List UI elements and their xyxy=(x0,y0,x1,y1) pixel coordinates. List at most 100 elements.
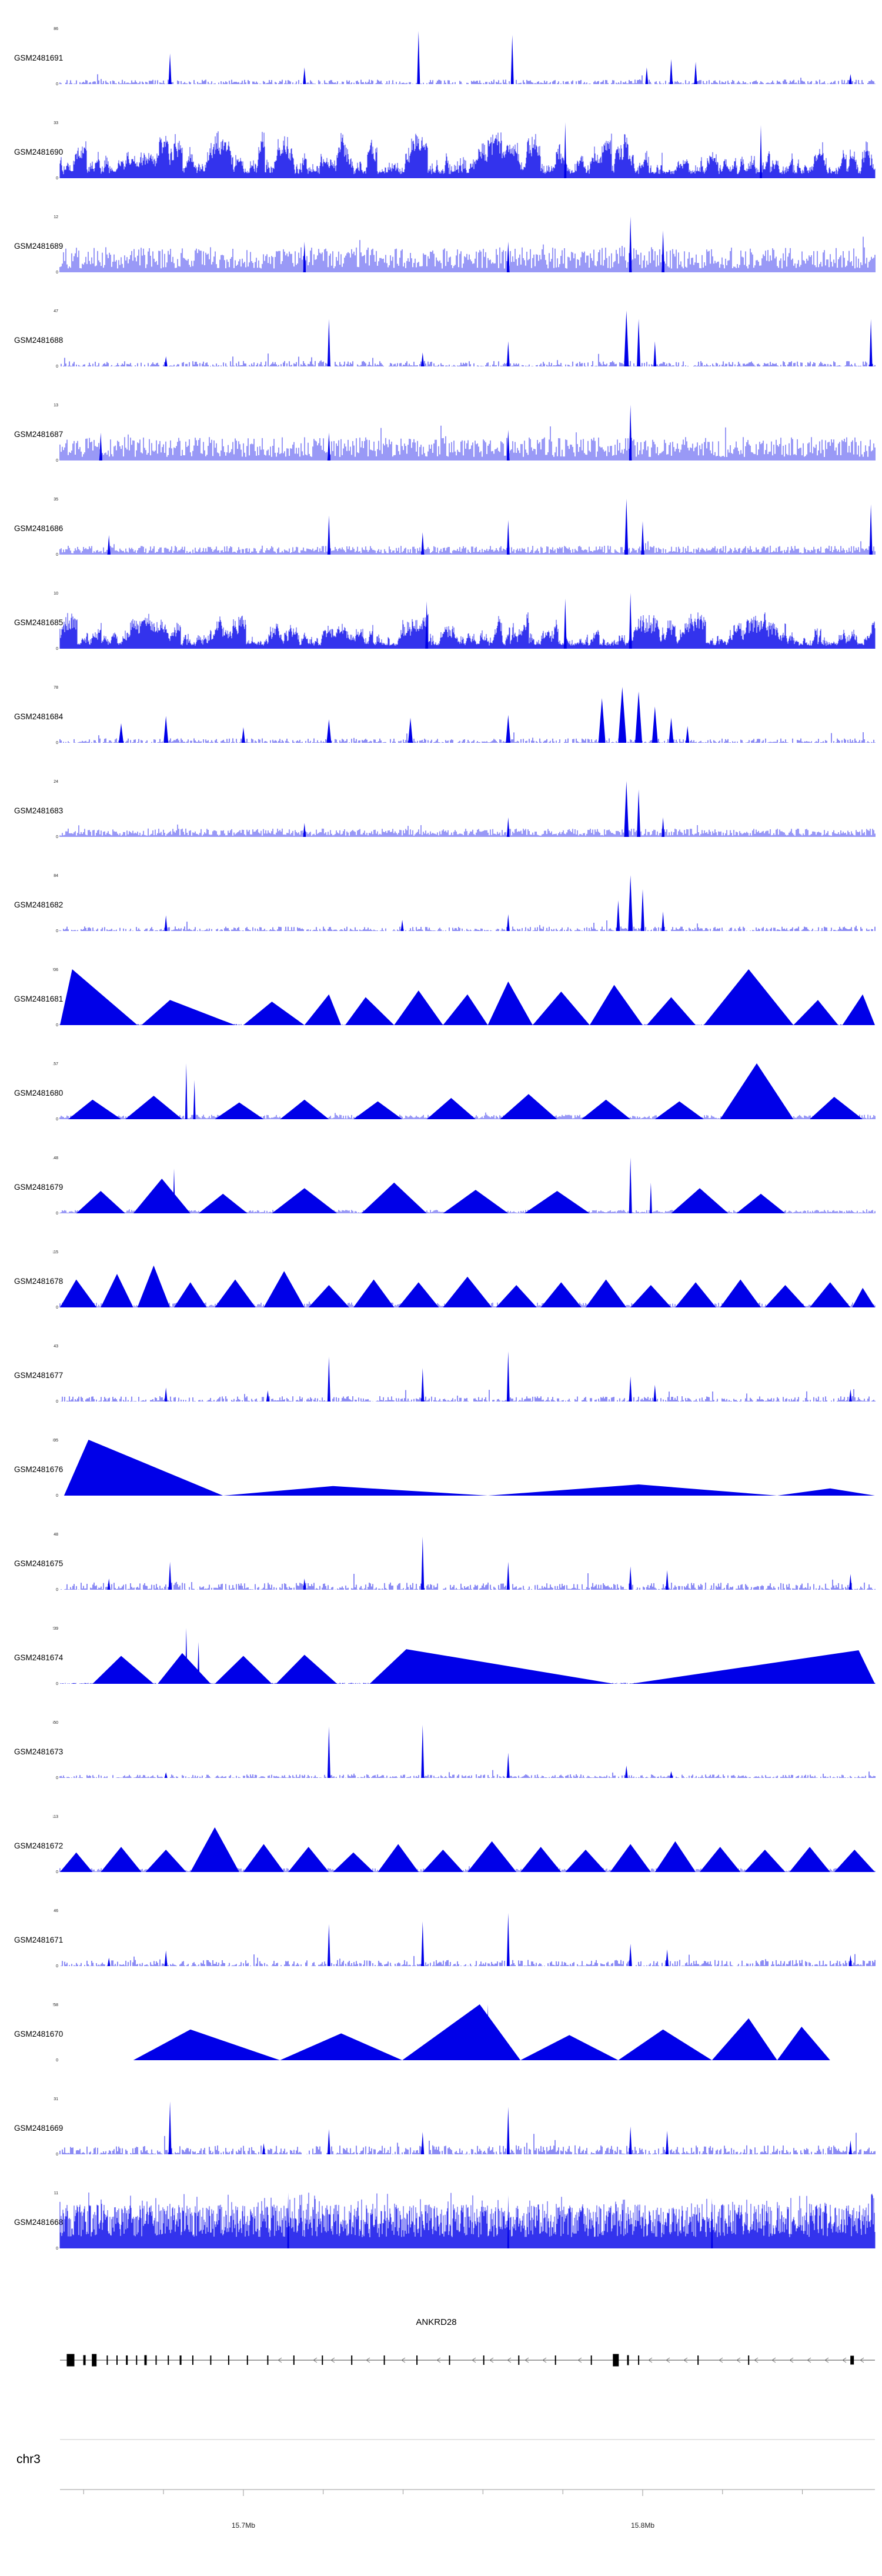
track-row: GSM2481683 24 0 xyxy=(0,763,882,857)
track-ymax-label: 115 xyxy=(53,1250,58,1254)
track-plot: 86 0 xyxy=(54,27,876,86)
gene-model: ANKRD28 xyxy=(60,2317,875,2367)
track-label: GSM2481678 xyxy=(14,1276,64,1286)
track-plot: 495 0 xyxy=(53,1439,875,1498)
track-label: GSM2481670 xyxy=(14,2029,64,2038)
signal-tracks: GSM2481691 86 0 GSM2481690 33 0 GSM2481689 12 0 G… xyxy=(0,27,882,2251)
track-plot: 239 0 xyxy=(53,1627,876,1686)
track-label: GSM2481668 xyxy=(14,2217,64,2227)
track-plot: 1570 xyxy=(53,1062,876,1122)
track-ymax-label: 239 xyxy=(53,1627,58,1631)
track-yzero-label: 0 xyxy=(56,835,58,839)
track-ymax-label: 78 xyxy=(54,686,58,690)
track-plot: 43 0 xyxy=(54,1344,876,1404)
track-ymax-label: 24 xyxy=(54,780,58,784)
track-row: GSM2481686 35 0 xyxy=(0,481,882,575)
track-ymax-label: 12 xyxy=(54,215,58,219)
track-row: GSM2481677 43 0 xyxy=(0,1328,882,1422)
track-row: GSM2481676 495 0 xyxy=(0,1422,882,1516)
track-row: GSM2481673 550 0 xyxy=(0,1704,882,1798)
track-label: GSM2481674 xyxy=(14,1653,64,1662)
track-yzero-label: 0 xyxy=(56,365,58,369)
track-label: GSM2481676 xyxy=(14,1464,64,1474)
track-label: GSM2481682 xyxy=(14,900,64,909)
track-ymax-label: 157 xyxy=(53,1062,58,1066)
track-label: GSM2481689 xyxy=(14,241,64,251)
track-ymax-label: 33 xyxy=(54,121,58,125)
track-label: GSM2481677 xyxy=(14,1370,64,1380)
track-yzero-label: 0 xyxy=(56,741,58,745)
track-plot: 24 0 xyxy=(54,780,876,839)
axis-tick-label: 15.7Mb xyxy=(232,2521,255,2530)
track-yzero-label: 0 xyxy=(56,1870,58,1874)
track-plot: 113 0 xyxy=(53,1815,876,1874)
track-label: GSM2481688 xyxy=(14,335,64,345)
track-row: GSM2481671 46 0 xyxy=(0,1893,882,1987)
track-ymax-label: 31 xyxy=(54,2097,58,2101)
track-row: GSM2481678 115 0 xyxy=(0,1234,882,1328)
track-label: GSM2481672 xyxy=(14,1841,64,1850)
track-label: GSM2481673 xyxy=(14,1747,64,1756)
track-yzero-label: 0 xyxy=(56,1964,58,1968)
track-plot: 46 0 xyxy=(54,1909,876,1968)
track-row: GSM2481669 31 0 xyxy=(0,2081,882,2175)
track-yzero-label: 0 xyxy=(56,1117,58,1122)
track-plot: 35 0 xyxy=(54,498,876,557)
track-ymax-label: 86 xyxy=(54,27,58,31)
track-ymax-label: 84 xyxy=(54,874,58,878)
chromosome-label: chr3 xyxy=(16,2452,41,2466)
gene-track: ANKRD28 xyxy=(0,2269,882,2387)
track-ymax-label: 148 xyxy=(53,1156,58,1160)
track-yzero-label: 0 xyxy=(56,2058,58,2063)
track-row: GSM2481675 48 0 xyxy=(0,1516,882,1610)
track-ymax-label: 206 xyxy=(53,968,58,972)
track-row: GSM2481689 12 0 xyxy=(0,199,882,293)
track-ymax-label: 10 xyxy=(54,592,58,596)
track-plot: 258 0 xyxy=(53,2003,830,2063)
track-ymax-label: 495 xyxy=(53,1439,58,1443)
track-ymax-label: 113 xyxy=(53,1815,58,1819)
track-ymax-label: 550 xyxy=(53,1721,58,1725)
track-label: GSM2481669 xyxy=(14,2123,64,2133)
track-plot: 31 0 xyxy=(54,2097,876,2157)
track-plot: 47 0 xyxy=(54,309,876,369)
track-row: GSM24816801570 xyxy=(0,1046,882,1140)
track-row: GSM2481682 84 0 xyxy=(0,857,882,952)
track-plot: 84 0 xyxy=(54,874,876,933)
track-label: GSM2481684 xyxy=(14,712,64,721)
track-yzero-label: 0 xyxy=(56,2153,58,2157)
track-label: GSM2481687 xyxy=(14,429,64,439)
track-ymax-label: 35 xyxy=(54,498,58,502)
track-plot: 13 0 xyxy=(54,403,876,463)
axis-ticks: 15.7Mb 15.8Mb xyxy=(60,2439,875,2530)
track-label: GSM2481691 xyxy=(14,53,64,62)
track-label: GSM2481685 xyxy=(14,618,64,627)
track-plot: 10 0 xyxy=(54,592,876,651)
track-yzero-label: 0 xyxy=(56,1494,58,1498)
gene-name-label: ANKRD28 xyxy=(416,2317,456,2327)
track-yzero-label: 0 xyxy=(56,1682,58,1686)
track-row: GSM2481687 13 0 xyxy=(0,387,882,481)
genome-axis: 15.7Mb 15.8Mb xyxy=(60,2439,875,2530)
track-plot: 12 0 xyxy=(54,215,876,275)
track-row: GSM2481690 33 0 xyxy=(0,105,882,199)
track-label: GSM2481680 xyxy=(14,1088,64,1097)
track-yzero-label: 0 xyxy=(56,271,58,275)
track-yzero-label: 0 xyxy=(56,1776,58,1780)
track-row: GSM2481685 10 0 xyxy=(0,575,882,669)
track-ymax-label: 46 xyxy=(54,1909,58,1913)
track-row: GSM24816812060 xyxy=(0,952,882,1046)
track-yzero-label: 0 xyxy=(56,2247,58,2251)
gene-exons-and-introns xyxy=(60,2354,875,2367)
track-label: GSM2481671 xyxy=(14,1935,64,1944)
track-label: GSM2481683 xyxy=(14,806,64,815)
track-row: GSM2481679 148 0 xyxy=(0,1140,882,1234)
track-ymax-label: 11 xyxy=(54,2191,58,2195)
track-ymax-label: 13 xyxy=(54,403,58,408)
track-row: GSM2481688 47 0 xyxy=(0,293,882,387)
track-plot: 2060 xyxy=(53,968,875,1027)
track-ymax-label: 48 xyxy=(54,1533,58,1537)
track-yzero-label: 0 xyxy=(56,1306,58,1310)
track-yzero-label: 0 xyxy=(56,647,58,651)
